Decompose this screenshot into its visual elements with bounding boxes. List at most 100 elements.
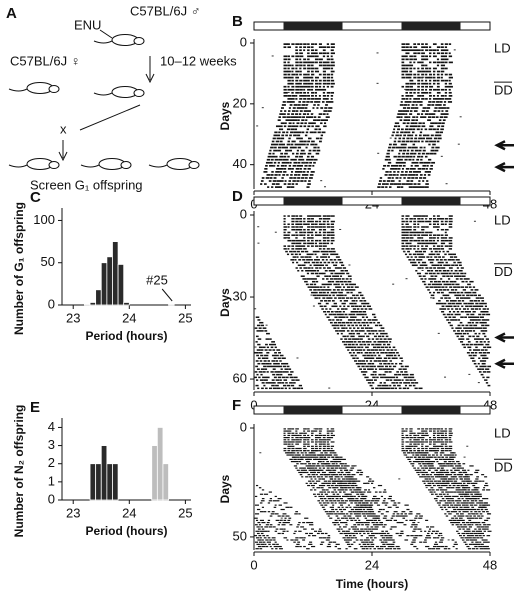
- activity-bout: [345, 495, 349, 498]
- activity-bout: [411, 146, 417, 149]
- activity-bout: [327, 311, 330, 313]
- activity-bout: [362, 335, 365, 338]
- activity-bout: [318, 46, 323, 49]
- activity-bout: [332, 480, 337, 482]
- activity-bout: [362, 508, 366, 511]
- activity-bout: [280, 168, 284, 170]
- activity-bout: [283, 437, 288, 439]
- activity-bout: [422, 469, 426, 471]
- activity-bout: [409, 430, 413, 432]
- activity-bout: [283, 447, 287, 450]
- activity-bout: [280, 368, 283, 370]
- activity-bout: [378, 330, 382, 332]
- y-axis-label: Days: [218, 474, 232, 503]
- activity-bout: [451, 327, 454, 329]
- activity-bout: [432, 128, 436, 131]
- activity-bout: [262, 376, 267, 379]
- activity-bout: [303, 223, 308, 226]
- activity-bout: [447, 478, 452, 480]
- activity-bout: [363, 521, 368, 524]
- activity-bout: [357, 360, 362, 362]
- activity-bout: [288, 107, 291, 109]
- activity-bout: [486, 371, 491, 373]
- activity-bout: [307, 484, 311, 487]
- activity-bout: [436, 437, 441, 439]
- activity-bout: [311, 467, 315, 469]
- activity-bout: [422, 137, 425, 140]
- activity-bout: [462, 289, 466, 291]
- activity-bout: [381, 341, 386, 343]
- activity-bout: [482, 511, 486, 513]
- activity-bout: [288, 164, 292, 167]
- activity-bout: [330, 55, 333, 58]
- activity-bout: [440, 437, 445, 439]
- activity-bout: [341, 487, 344, 489]
- activity-bout: [460, 330, 464, 332]
- activity-bout: [485, 338, 489, 340]
- activity-bout: [425, 88, 428, 91]
- activity-bout: [287, 46, 291, 49]
- y-tick-label: 0: [240, 419, 247, 434]
- activity-bout: [472, 335, 475, 338]
- activity-bout: [379, 357, 382, 359]
- activity-bout: [414, 137, 418, 140]
- activity-bout: [343, 324, 346, 327]
- activity-bout: [297, 524, 300, 526]
- activity-bout: [422, 280, 426, 283]
- activity-bout: [296, 463, 299, 465]
- activity-bout: [482, 498, 486, 500]
- activity-bout: [316, 493, 320, 495]
- activity-bout: [460, 484, 464, 487]
- activity-bout: [338, 316, 343, 318]
- activity-bout: [472, 543, 478, 545]
- activity-bout: [299, 98, 303, 100]
- activity-bout: [440, 535, 443, 537]
- activity-bout: [436, 220, 439, 223]
- activity-bout: [330, 474, 333, 476]
- activity-bout: [469, 319, 475, 321]
- activity-bout: [421, 439, 424, 441]
- activity-bout: [460, 291, 464, 294]
- activity-bout: [450, 313, 454, 316]
- activity-bout: [484, 335, 487, 338]
- ld-dark: [283, 406, 343, 414]
- activity-bout: [311, 267, 314, 269]
- activity-bout: [416, 113, 420, 115]
- activity-bout: [405, 441, 409, 443]
- activity-bout: [467, 513, 471, 515]
- activity-bout: [423, 161, 428, 164]
- activity-bout: [444, 428, 447, 430]
- activity-bout: [421, 445, 424, 447]
- activity-bout: [417, 234, 421, 236]
- activity-bout: [434, 493, 438, 495]
- activity-bout: [330, 460, 334, 463]
- activity-bout: [460, 286, 465, 288]
- activity-bout: [479, 321, 484, 324]
- activity-bout: [299, 152, 304, 155]
- activity-bout: [373, 513, 376, 515]
- activity-bout: [381, 384, 386, 387]
- activity-bout: [444, 218, 448, 220]
- activity-bout: [449, 491, 454, 493]
- activity-bout: [405, 88, 410, 91]
- activity-bout: [487, 530, 492, 532]
- activity-bout: [408, 384, 412, 387]
- activity-bout: [326, 234, 331, 236]
- y-tick-label: 4: [48, 419, 55, 434]
- activity-bout: [410, 535, 414, 537]
- activity-bout: [376, 52, 379, 54]
- activity-bout: [329, 471, 334, 474]
- activity-bout: [413, 82, 417, 85]
- activity-bout: [417, 140, 420, 143]
- activity-bout: [326, 231, 331, 234]
- activity-bout: [311, 46, 314, 49]
- activity-bout: [326, 502, 330, 504]
- activity-bout: [344, 289, 349, 291]
- activity-bout: [309, 458, 312, 460]
- activity-bout: [283, 113, 286, 115]
- activity-bout: [417, 91, 420, 94]
- activity-bout: [483, 346, 487, 349]
- activity-bout: [443, 454, 447, 456]
- activity-bout: [445, 305, 450, 308]
- activity-bout: [323, 305, 327, 308]
